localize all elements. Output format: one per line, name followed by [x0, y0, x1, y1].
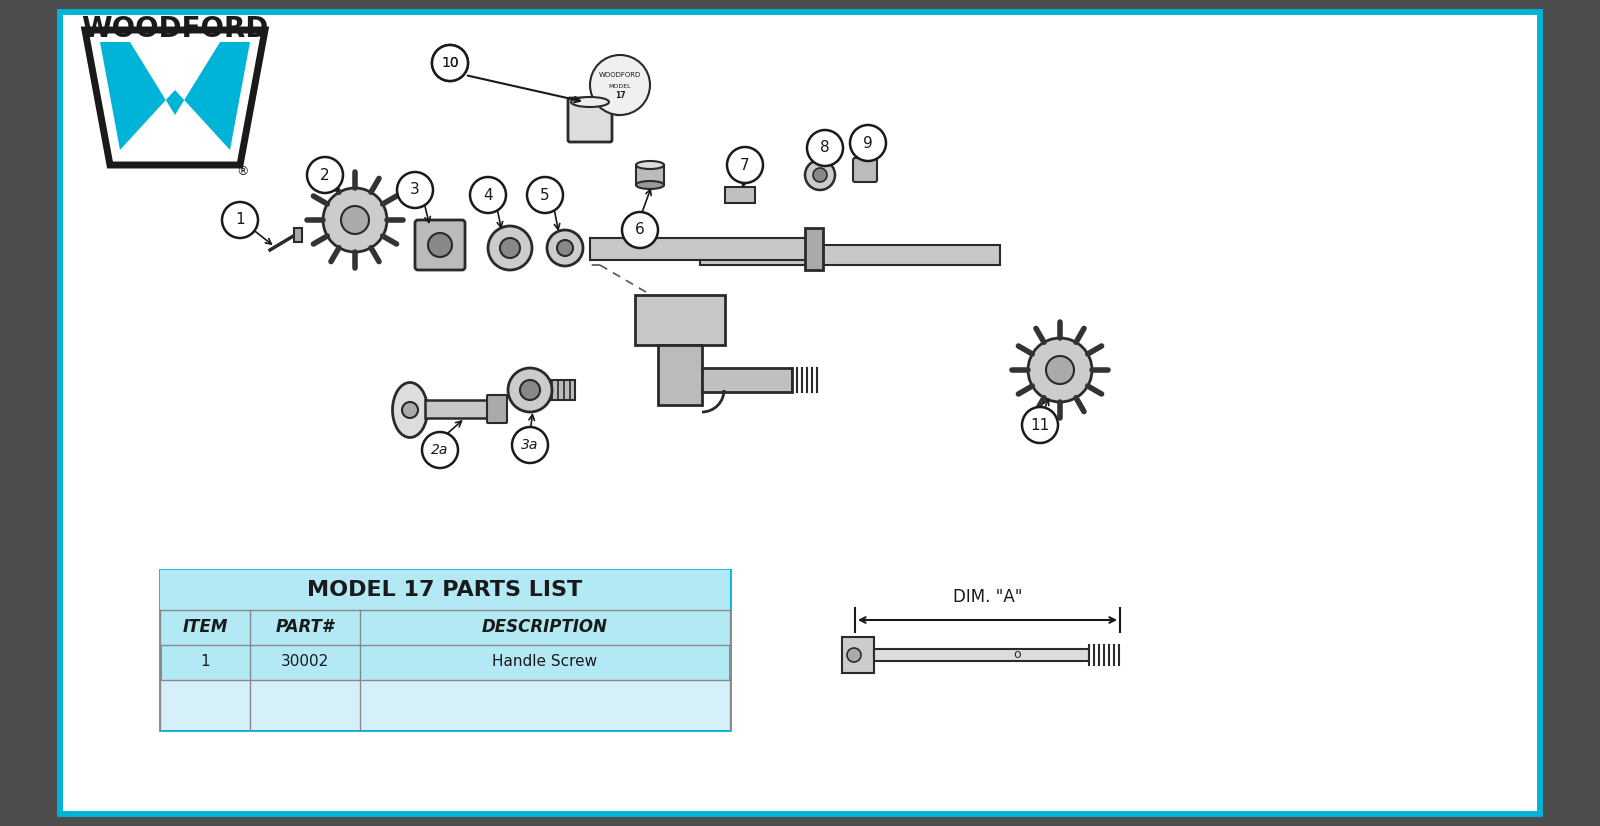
Circle shape	[512, 427, 547, 463]
FancyBboxPatch shape	[160, 680, 730, 730]
FancyBboxPatch shape	[160, 610, 730, 645]
Circle shape	[509, 368, 552, 412]
FancyBboxPatch shape	[568, 98, 611, 142]
Text: MODEL: MODEL	[608, 84, 632, 89]
Circle shape	[726, 147, 763, 183]
Text: PART#: PART#	[275, 618, 334, 636]
Circle shape	[526, 177, 563, 213]
FancyBboxPatch shape	[160, 570, 730, 610]
Circle shape	[1046, 356, 1074, 384]
Circle shape	[488, 226, 531, 270]
Circle shape	[813, 168, 827, 182]
Text: 7: 7	[741, 158, 750, 173]
FancyBboxPatch shape	[805, 228, 822, 270]
Text: 10: 10	[440, 54, 461, 72]
Text: 4: 4	[483, 188, 493, 202]
Ellipse shape	[637, 161, 664, 169]
Text: 9: 9	[862, 135, 874, 150]
Text: 5: 5	[541, 188, 550, 202]
FancyBboxPatch shape	[590, 238, 810, 260]
FancyBboxPatch shape	[853, 158, 877, 182]
Ellipse shape	[571, 97, 610, 107]
Circle shape	[520, 380, 541, 400]
Circle shape	[429, 233, 453, 257]
FancyBboxPatch shape	[702, 368, 792, 392]
Text: 3a: 3a	[522, 438, 539, 452]
Circle shape	[850, 125, 886, 161]
FancyBboxPatch shape	[635, 295, 725, 345]
FancyBboxPatch shape	[874, 649, 1090, 661]
Text: 11: 11	[1030, 417, 1050, 433]
Circle shape	[622, 212, 658, 248]
Polygon shape	[99, 42, 250, 150]
Text: 8: 8	[821, 140, 830, 155]
Circle shape	[1022, 407, 1058, 443]
Text: 1: 1	[235, 212, 245, 227]
Text: 6: 6	[635, 222, 645, 238]
Text: DESCRIPTION: DESCRIPTION	[482, 618, 608, 636]
Text: 3: 3	[410, 183, 419, 197]
Text: DIM. "A": DIM. "A"	[952, 588, 1022, 606]
FancyBboxPatch shape	[701, 245, 1000, 265]
Circle shape	[341, 206, 370, 234]
Circle shape	[432, 45, 467, 81]
Text: 2a: 2a	[432, 443, 448, 457]
Circle shape	[557, 240, 573, 256]
Circle shape	[397, 172, 434, 208]
FancyBboxPatch shape	[842, 637, 874, 673]
FancyBboxPatch shape	[550, 380, 574, 400]
Polygon shape	[85, 30, 266, 165]
FancyBboxPatch shape	[725, 187, 755, 203]
Circle shape	[499, 238, 520, 258]
Text: o: o	[1014, 648, 1021, 662]
Text: WOODFORD: WOODFORD	[82, 15, 269, 43]
FancyBboxPatch shape	[160, 570, 730, 730]
FancyBboxPatch shape	[426, 400, 490, 418]
Circle shape	[846, 648, 861, 662]
Text: WOODFORD: WOODFORD	[598, 72, 642, 78]
Circle shape	[422, 432, 458, 468]
Text: 17: 17	[614, 91, 626, 99]
FancyBboxPatch shape	[414, 220, 466, 270]
Text: 2: 2	[320, 168, 330, 183]
Text: ®: ®	[237, 165, 250, 178]
Text: 1: 1	[200, 654, 210, 670]
Circle shape	[1027, 338, 1091, 402]
Text: MODEL 17 PARTS LIST: MODEL 17 PARTS LIST	[307, 580, 582, 600]
Circle shape	[432, 45, 467, 81]
FancyBboxPatch shape	[294, 228, 302, 242]
Circle shape	[547, 230, 582, 266]
Circle shape	[590, 55, 650, 115]
FancyBboxPatch shape	[61, 12, 1539, 814]
FancyBboxPatch shape	[486, 395, 507, 423]
Text: 30002: 30002	[282, 654, 330, 670]
FancyBboxPatch shape	[637, 165, 664, 185]
Ellipse shape	[637, 181, 664, 189]
Circle shape	[307, 157, 342, 193]
Circle shape	[806, 130, 843, 166]
Circle shape	[323, 188, 387, 252]
Circle shape	[805, 160, 835, 190]
Circle shape	[470, 177, 506, 213]
Text: 10: 10	[442, 56, 459, 70]
Circle shape	[402, 402, 418, 418]
Text: ITEM: ITEM	[182, 618, 227, 636]
Circle shape	[222, 202, 258, 238]
Text: Handle Screw: Handle Screw	[493, 654, 597, 670]
Ellipse shape	[392, 382, 427, 438]
FancyBboxPatch shape	[658, 345, 702, 405]
Text: 10: 10	[442, 56, 459, 70]
